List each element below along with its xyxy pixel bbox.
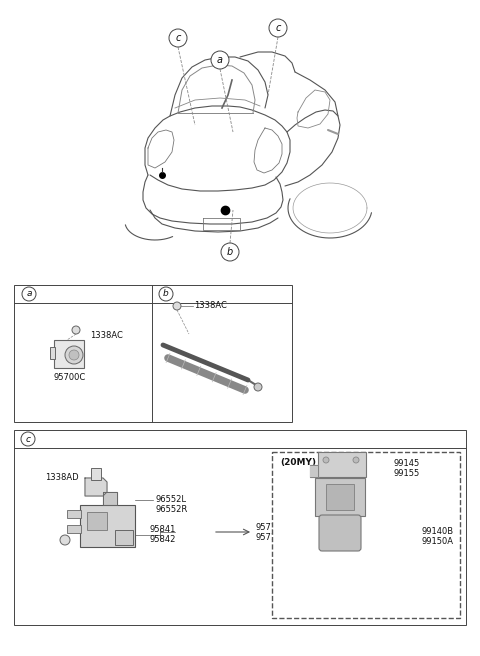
Circle shape [173,302,181,310]
Bar [315,478,365,516]
Bar [326,484,354,510]
Bar [67,510,81,518]
Circle shape [159,287,173,301]
Bar [54,340,84,368]
FancyBboxPatch shape [319,515,361,551]
Bar [14,430,466,625]
Polygon shape [310,465,318,477]
Bar [50,347,55,359]
Text: 95842: 95842 [150,535,176,544]
Text: 1338AD: 1338AD [45,474,79,483]
Polygon shape [85,478,107,496]
Bar [67,525,81,533]
Circle shape [22,287,36,301]
Text: a: a [217,55,223,65]
Circle shape [269,19,287,37]
Bar [14,285,292,422]
Text: 95700C: 95700C [54,373,86,382]
Bar [87,512,107,530]
Text: c: c [175,33,180,43]
Circle shape [169,29,187,47]
Polygon shape [103,492,117,505]
Circle shape [21,432,35,446]
Bar [80,505,135,547]
Text: 99155: 99155 [394,470,420,478]
Text: b: b [227,247,233,257]
Text: a: a [26,289,32,298]
Text: c: c [276,23,281,33]
Circle shape [69,350,79,360]
Bar [91,468,101,480]
Text: 95716A: 95716A [255,533,287,543]
Text: c: c [25,434,31,443]
Text: 99140B: 99140B [422,527,454,537]
Circle shape [65,346,83,364]
Circle shape [353,457,359,463]
Text: 96552L: 96552L [155,495,186,504]
Circle shape [72,326,80,334]
Circle shape [211,51,229,69]
Bar [272,452,460,618]
Circle shape [60,535,70,545]
Circle shape [254,383,262,391]
Circle shape [323,457,329,463]
Text: 95841: 95841 [150,525,176,535]
Text: 1338AC: 1338AC [90,331,123,340]
Text: (20MY): (20MY) [280,459,316,468]
Text: 99150A: 99150A [422,537,454,546]
Text: 95715A: 95715A [255,523,287,533]
Text: 96552R: 96552R [155,506,187,514]
Text: 1338AC: 1338AC [194,302,227,310]
Text: b: b [163,289,169,298]
Text: 99145: 99145 [394,459,420,468]
Circle shape [221,243,239,261]
Bar [318,452,366,477]
Bar [115,530,133,545]
